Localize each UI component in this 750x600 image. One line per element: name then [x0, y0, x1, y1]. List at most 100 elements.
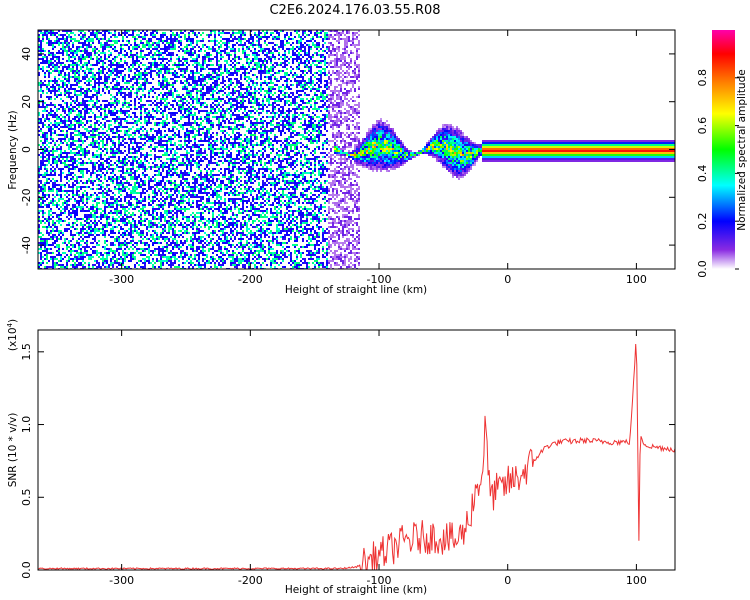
heatmap-cell [174, 200, 176, 202]
heatmap-cell [126, 170, 128, 172]
heatmap-cell [108, 138, 110, 140]
heatmap-cell [142, 234, 144, 236]
heatmap-cell [104, 132, 106, 134]
heatmap-cell [58, 104, 60, 106]
heatmap-cell [46, 138, 48, 140]
heatmap-cell [54, 172, 56, 174]
heatmap-cell [184, 170, 186, 172]
heatmap-cell [180, 252, 182, 254]
heatmap-cell [56, 190, 58, 192]
heatmap-cell [62, 258, 64, 260]
heatmap-cell [164, 254, 166, 256]
heatmap-cell [42, 206, 44, 208]
heatmap-cell [80, 36, 82, 38]
heatmap-cell [92, 94, 94, 96]
heatmap-cell [126, 194, 128, 196]
heatmap-cell [132, 36, 134, 38]
heatmap-cell [166, 232, 168, 234]
heatmap-cell [56, 250, 58, 252]
heatmap-cell [158, 188, 160, 190]
heatmap-cell [104, 258, 106, 260]
heatmap-cell [154, 254, 156, 256]
heatmap-cell [126, 106, 128, 108]
heatmap-cell [122, 262, 124, 264]
heatmap-cell [158, 158, 160, 160]
heatmap-cell [92, 206, 94, 208]
heatmap-cell [86, 96, 88, 98]
heatmap-cell [110, 104, 112, 106]
heatmap-cell [46, 114, 48, 116]
heatmap-cell [168, 194, 170, 196]
heatmap-cells [38, 30, 676, 270]
heatmap-cell [96, 100, 98, 102]
heatmap-cell [74, 246, 76, 248]
heatmap-cell [190, 48, 192, 50]
heatmap-cell [124, 76, 126, 78]
heatmap-cell [104, 42, 106, 44]
heatmap-cell [90, 142, 92, 144]
heatmap-cell [66, 74, 68, 76]
heatmap-cell [138, 132, 140, 134]
heatmap-cell [144, 134, 146, 136]
heatmap-cell [42, 92, 44, 94]
heatmap-cell [178, 42, 180, 44]
heatmap-cell [112, 140, 114, 142]
heatmap-cell [54, 132, 56, 134]
heatmap-cell [152, 140, 154, 142]
heatmap-cell [178, 100, 180, 102]
heatmap-cell [100, 168, 102, 170]
heatmap-cell [156, 258, 158, 260]
heatmap-cell [180, 154, 182, 156]
heatmap-cell [42, 250, 44, 252]
heatmap-cell [100, 258, 102, 260]
heatmap-cell [142, 134, 144, 136]
heatmap-cell [138, 86, 140, 88]
heatmap-cell [56, 32, 58, 34]
heatmap-cell [156, 146, 158, 148]
heatmap-cell [142, 220, 144, 222]
heatmap-cell [88, 256, 90, 258]
heatmap-cell [168, 172, 170, 174]
heatmap-cell [156, 122, 158, 124]
heatmap-cell [156, 68, 158, 70]
heatmap-cell [182, 88, 184, 90]
heatmap-cell [90, 144, 92, 146]
heatmap-cell [54, 124, 56, 126]
heatmap-cell [164, 256, 166, 258]
heatmap-cell [166, 238, 168, 240]
heatmap-cell [62, 34, 64, 36]
heatmap-cell [118, 186, 120, 188]
heatmap-cell [126, 54, 128, 56]
heatmap-cell [160, 108, 162, 110]
heatmap-cell [116, 178, 118, 180]
heatmap-cell [136, 90, 138, 92]
heatmap-cell [172, 42, 174, 44]
heatmap-cell [172, 248, 174, 250]
heatmap-cell [182, 226, 184, 228]
heatmap-cell [158, 118, 160, 120]
heatmap-cell [100, 180, 102, 182]
heatmap-cell [160, 260, 162, 262]
heatmap-cell [134, 76, 136, 78]
heatmap-cell [70, 214, 72, 216]
heatmap-cell [188, 108, 190, 110]
heatmap-cell [66, 66, 68, 68]
heatmap-cell [112, 206, 114, 208]
heatmap-cell [40, 82, 42, 84]
heatmap-cell [56, 188, 58, 190]
heatmap-cell [176, 58, 178, 60]
heatmap-cell [80, 146, 82, 148]
heatmap-cell [172, 252, 174, 254]
heatmap-cell [54, 94, 56, 96]
heatmap-cell [114, 218, 116, 220]
heatmap-cell [84, 58, 86, 60]
heatmap-cell [120, 176, 122, 178]
heatmap-cell [102, 258, 104, 260]
heatmap-cell [128, 204, 130, 206]
heatmap-cell [92, 154, 94, 156]
heatmap-cell [174, 72, 176, 74]
heatmap-cell [186, 240, 188, 242]
heatmap-cell [120, 242, 122, 244]
heatmap-cell [184, 110, 186, 112]
heatmap-cell [188, 114, 190, 116]
